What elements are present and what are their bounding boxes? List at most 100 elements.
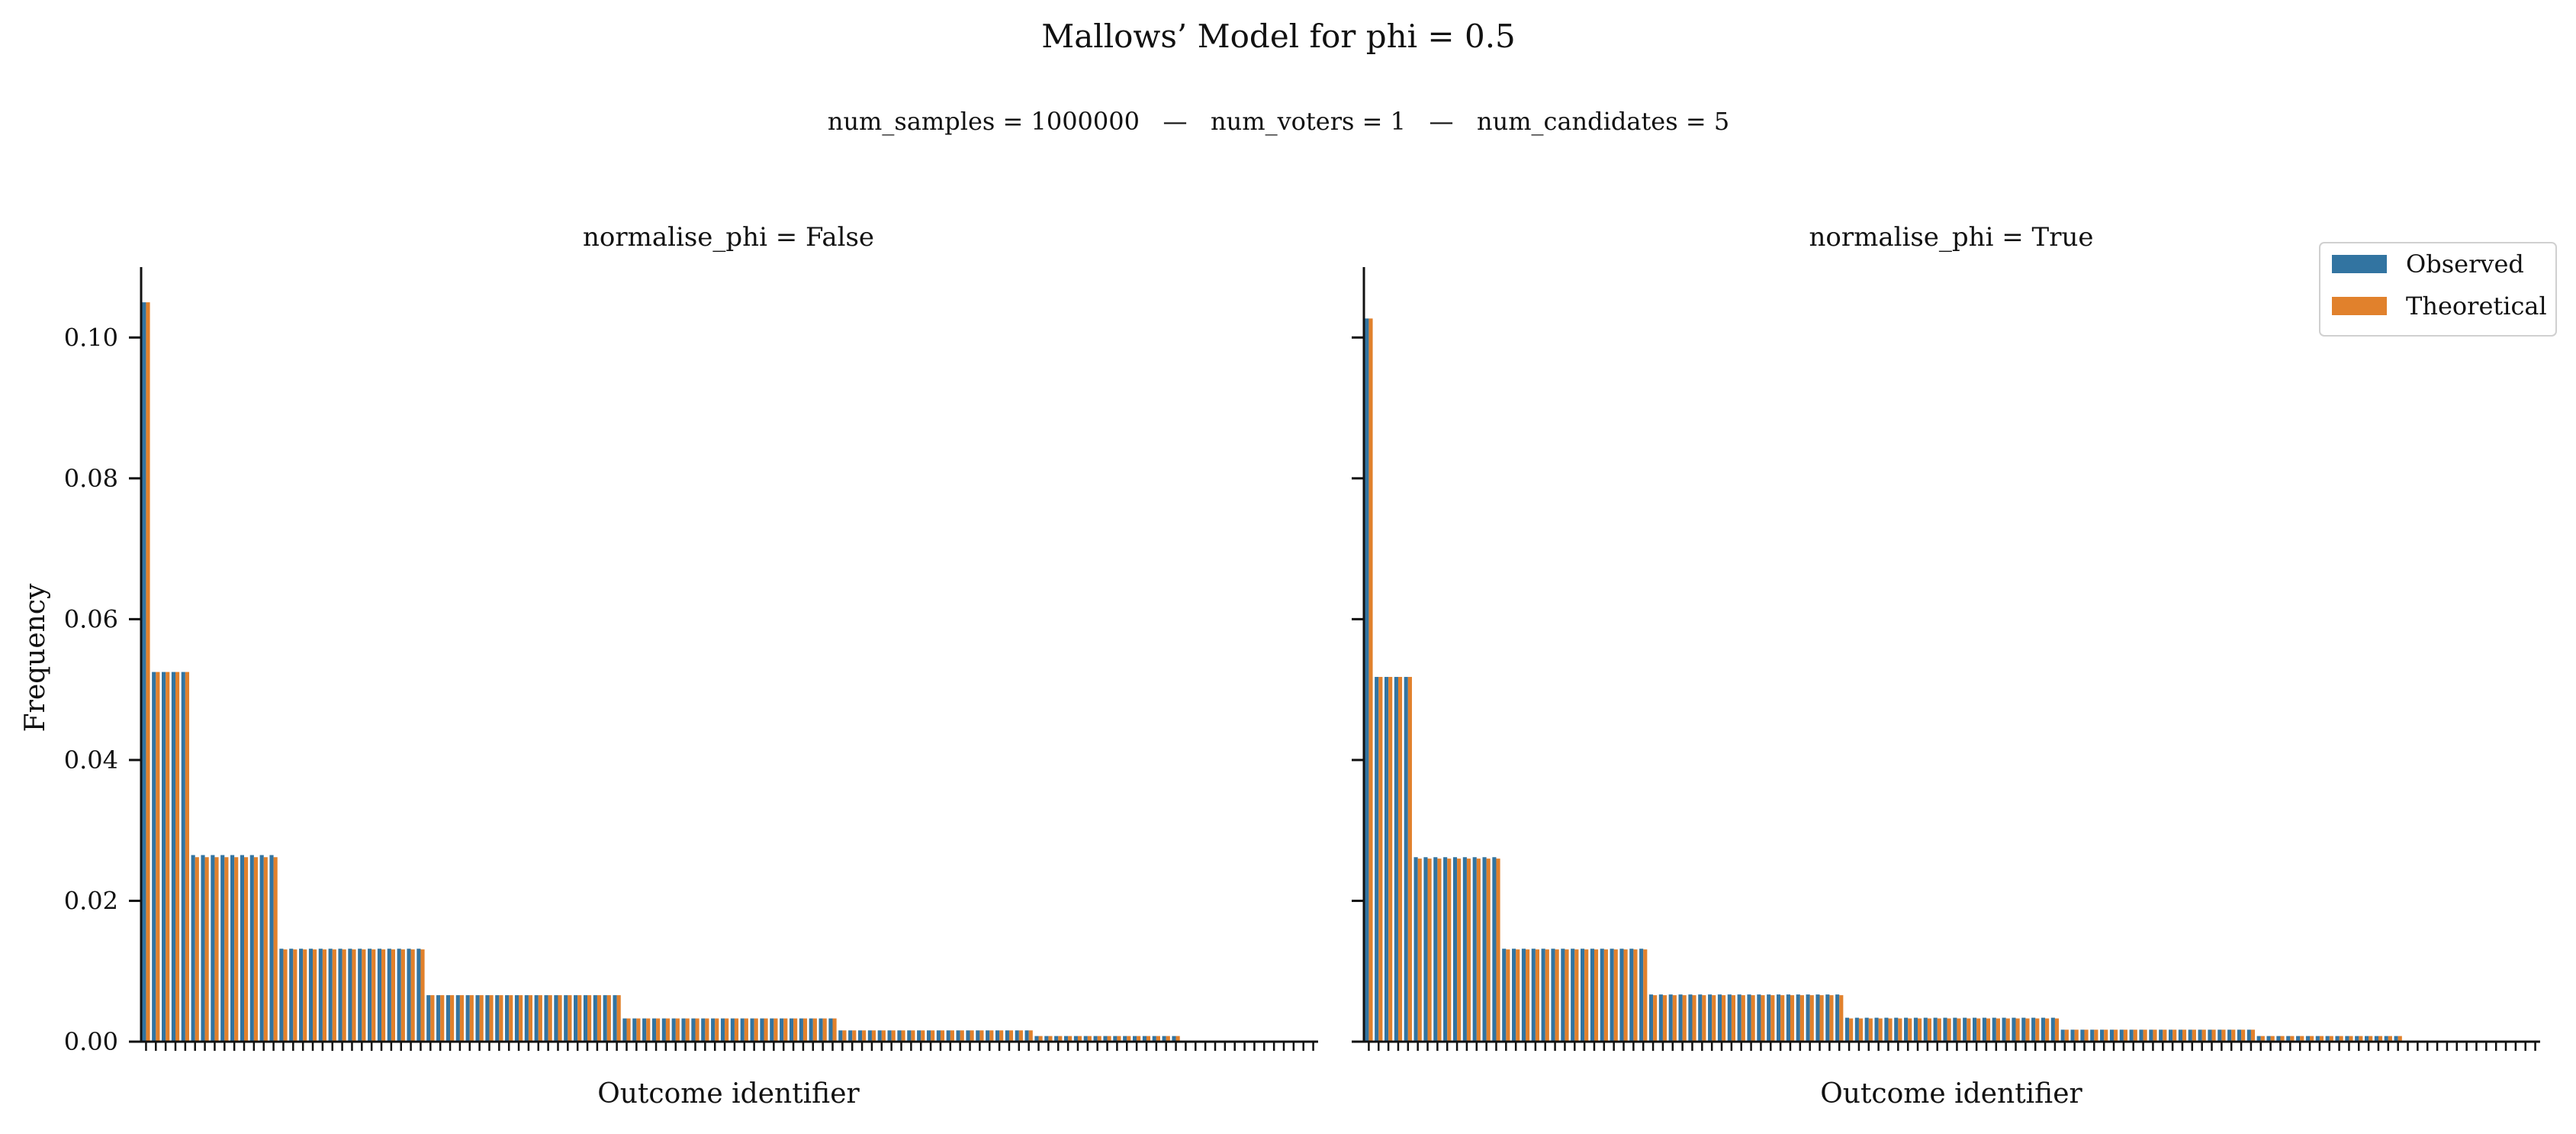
y-tick-label: 0.10: [64, 323, 118, 352]
bar-theoretical: [1751, 995, 1755, 1042]
bar-observed: [426, 995, 431, 1042]
bar-theoretical: [1986, 1018, 1991, 1042]
bar-theoretical: [1127, 1036, 1131, 1042]
bar-theoretical: [313, 949, 317, 1042]
bar-observed: [926, 1030, 931, 1042]
bar-observed: [1825, 994, 1830, 1042]
bar-theoretical: [940, 1030, 945, 1042]
bar-theoretical: [195, 857, 199, 1042]
bar-theoretical: [744, 1018, 748, 1042]
bar-theoretical: [1702, 995, 1706, 1042]
bar-theoretical: [1918, 1018, 1922, 1042]
bar-theoretical: [2074, 1029, 2079, 1042]
bar-observed: [2355, 1036, 2359, 1042]
bar-observed: [1668, 994, 1673, 1042]
bar-observed: [1413, 857, 1418, 1042]
bar-theoretical: [1008, 1030, 1014, 1042]
bar-observed: [2208, 1029, 2212, 1042]
bar-theoretical: [1048, 1036, 1053, 1042]
bar-theoretical: [2300, 1036, 2304, 1042]
bar-observed: [1132, 1036, 1137, 1042]
bar-theoretical: [1107, 1036, 1111, 1042]
bar-theoretical: [1097, 1036, 1101, 1042]
subplot-right: normalise_phi = True Outcome identifier: [1352, 222, 2540, 1110]
bar-theoretical: [2025, 1018, 2030, 1042]
bar-observed: [1054, 1036, 1059, 1042]
bar-theoretical: [1839, 995, 1844, 1042]
bar-observed: [1757, 994, 1761, 1042]
bar-theoretical: [950, 1030, 954, 1042]
bar-theoretical: [2319, 1036, 2324, 1042]
bar-observed: [2296, 1036, 2301, 1042]
bar-observed: [2256, 1036, 2261, 1042]
bar-theoretical: [1672, 995, 1677, 1042]
bar-observed: [1024, 1030, 1029, 1042]
bar-observed: [1629, 949, 1634, 1042]
bar-theoretical: [1858, 1018, 1864, 1042]
bar-theoretical: [764, 1018, 768, 1042]
bar-theoretical: [332, 949, 336, 1042]
bar-observed: [1172, 1036, 1176, 1042]
bar-observed: [505, 995, 510, 1042]
bar-theoretical: [960, 1030, 964, 1042]
bar-observed: [201, 855, 205, 1042]
bar-observed: [1142, 1036, 1146, 1042]
bar-theoretical: [293, 949, 297, 1042]
bar-observed: [2237, 1029, 2242, 1042]
bar-theoretical: [1967, 1018, 1971, 1042]
bar-observed: [465, 995, 470, 1042]
bar-theoretical: [1976, 1018, 1981, 1042]
bar-theoretical: [1682, 995, 1687, 1042]
bar-theoretical: [410, 949, 415, 1042]
bar-theoretical: [2064, 1029, 2069, 1042]
bar-observed: [1512, 949, 1516, 1042]
bar-observed: [1521, 949, 1526, 1042]
bar-observed: [1452, 857, 1458, 1042]
bars-0: [142, 302, 1180, 1042]
bar-theoretical: [1790, 995, 1795, 1042]
bar-observed: [554, 995, 558, 1042]
bar-theoretical: [989, 1030, 994, 1042]
bar-observed: [946, 1030, 950, 1042]
bar-observed: [1375, 677, 1379, 1042]
subplot-left-ylabel: Frequency: [20, 583, 51, 732]
bar-theoretical: [2035, 1018, 2040, 1042]
bar-theoretical: [283, 949, 288, 1042]
bar-observed: [2364, 1036, 2369, 1042]
legend-swatch-theoretical: [2332, 297, 2387, 315]
bar-observed: [1551, 949, 1555, 1042]
bar-theoretical: [1068, 1036, 1073, 1042]
bar-theoretical: [2015, 1018, 2020, 1042]
bar-theoretical: [440, 995, 445, 1042]
bar-theoretical: [2104, 1029, 2108, 1042]
bar-observed: [279, 949, 284, 1042]
bar-theoretical: [695, 1018, 699, 1042]
bar-observed: [691, 1018, 696, 1042]
bar-observed: [720, 1018, 725, 1042]
bar-observed: [1688, 994, 1693, 1042]
bar-theoretical: [2143, 1029, 2147, 1042]
bar-observed: [671, 1018, 676, 1042]
bar-observed: [995, 1030, 1000, 1042]
bar-observed: [485, 995, 490, 1042]
bar-observed: [2149, 1029, 2153, 1042]
bar-observed: [455, 995, 460, 1042]
bar-theoretical: [587, 995, 592, 1042]
bar-observed: [828, 1018, 833, 1042]
bar-observed: [1639, 949, 1644, 1042]
bar-observed: [809, 1018, 813, 1042]
bar-theoretical: [2201, 1029, 2206, 1042]
bar-observed: [1580, 949, 1585, 1042]
bar-theoretical: [1175, 1036, 1180, 1042]
bar-observed: [701, 1018, 706, 1042]
bar-theoretical: [999, 1030, 1004, 1042]
bar-theoretical: [2094, 1029, 2098, 1042]
bar-observed: [2159, 1029, 2163, 1042]
bar-theoretical: [263, 857, 268, 1042]
bar-observed: [544, 995, 548, 1042]
bar-observed: [318, 949, 323, 1042]
bar-theoretical: [1603, 949, 1608, 1042]
bar-observed: [1113, 1036, 1118, 1042]
bar-observed: [917, 1030, 921, 1042]
bar-theoretical: [715, 1018, 719, 1042]
